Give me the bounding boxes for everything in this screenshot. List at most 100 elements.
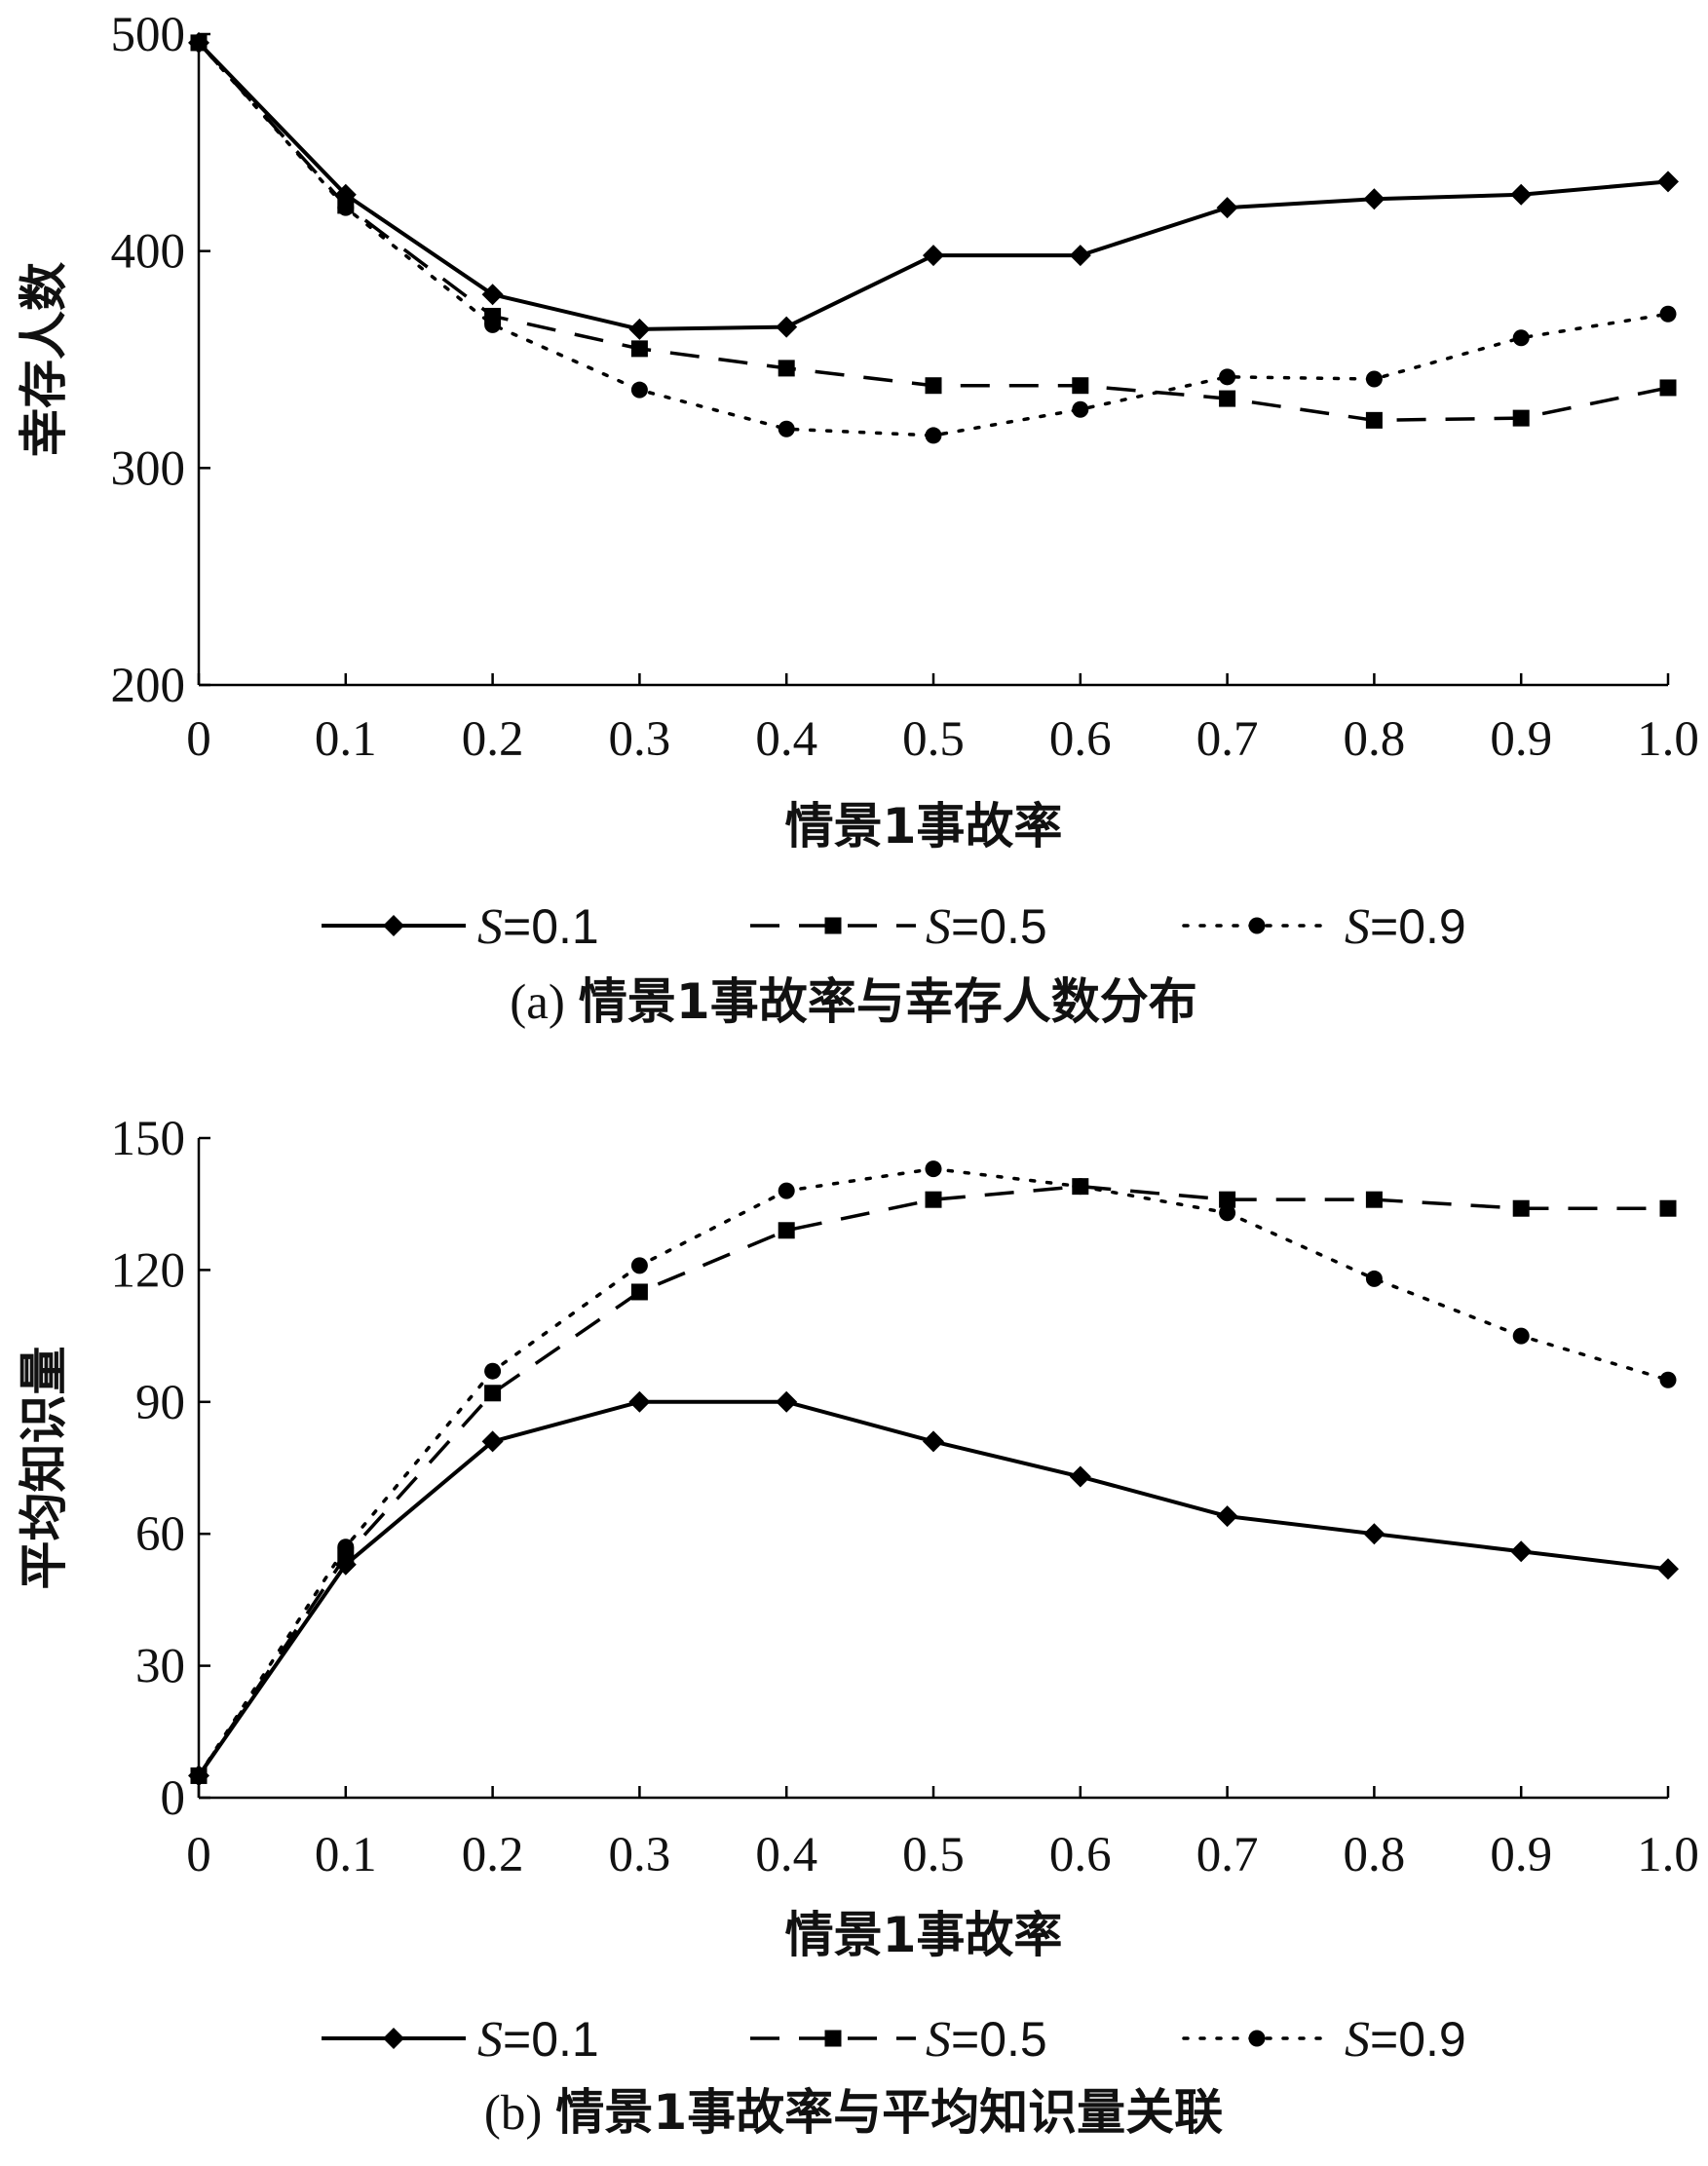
series-S=0.5 [190,1178,1677,1784]
legend-label-variable: S [477,2012,503,2068]
data-point [190,34,208,52]
legend-label: S=0.5 [926,2012,1047,2068]
legend-entry: S=0.9 [1182,899,1466,955]
data-point [484,1385,502,1402]
panel-a: 200 300 400 500 0 0.1 0.2 0.3 0.4 0.5 0.6 0.7 0.8 0.9… [16,8,1699,1030]
data-point [630,1283,648,1301]
data-point [628,318,651,340]
figure-caption: (a) 情景1事故率与幸存人数分布 [510,973,1196,1030]
data-point [925,427,942,444]
x-axis-title: 情景1事故率 [785,798,1063,855]
y-tick-label: 30 [135,1640,185,1694]
x-tick-label: 0.4 [755,1828,817,1882]
series-line [197,41,1670,437]
data-point [1365,1191,1383,1208]
data-point [1512,409,1530,427]
data-point [1365,370,1383,388]
data-point [1216,197,1238,219]
data-point [1219,1191,1236,1208]
data-point [484,1362,502,1380]
legend-label-variable: S [1345,899,1370,955]
data-point [778,1182,795,1199]
x-tick-label: 0.8 [1344,712,1406,767]
x-tick-label: 0.9 [1490,1828,1552,1882]
data-point [337,199,355,216]
legend-swatch-marker [383,915,404,936]
legend-label-variable: S [1345,2012,1370,2068]
y-tick-label: 400 [111,225,186,280]
x-axis-title: 情景1事故率 [785,1907,1063,1963]
data-point [1659,305,1677,323]
data-point [1657,1558,1679,1580]
legend-label: S=0.1 [477,899,599,955]
series-S=0.5 [190,34,1677,429]
data-point [1659,1199,1677,1217]
x-tick-label: 0.1 [315,712,377,767]
legend-entry: S=0.9 [1182,2012,1466,2068]
series-S=0.1 [188,31,1679,340]
legend-entry: S=0.1 [322,2012,599,2068]
data-point [776,1390,798,1413]
data-point [778,360,795,377]
legend-swatch-marker [824,2030,842,2047]
x-tick-label: 0 [186,712,211,767]
x-tick-label: 0.6 [1049,712,1112,767]
data-point [1069,1465,1091,1488]
series-S=0.9 [190,1160,1677,1784]
x-tick-label: 1.0 [1637,1828,1699,1882]
data-point [925,1160,942,1178]
data-point [776,316,798,338]
x-tick-label: 0.4 [755,712,817,767]
data-point [778,420,795,437]
data-point [1072,377,1089,395]
x-tick-label: 0.7 [1196,1828,1259,1882]
legend-label-variable: S [926,899,951,955]
legend-swatch-marker [383,2028,404,2049]
data-point [1510,1540,1533,1563]
legend-swatch-marker [1248,2030,1266,2047]
series-line [197,41,1669,423]
x-tick-label: 0.5 [902,712,965,767]
data-point [1365,411,1383,429]
data-point [1657,171,1679,193]
x-tick-label: 0.2 [462,1828,524,1882]
data-point [1512,329,1530,347]
series-line [197,1184,1668,1777]
data-point [925,1191,942,1208]
caption-text: 情景1事故率与平均知识量关联 [555,2084,1223,2141]
y-tick-label: 0 [161,1771,186,1826]
legend-label-value: =0.5 [951,2012,1047,2067]
data-point [190,1767,208,1784]
data-point [1659,1371,1677,1388]
legend-swatch-marker [1248,917,1266,934]
x-tick-label: 0.1 [315,1828,377,1882]
data-point [630,381,648,399]
legend-label-value: =0.9 [1370,2012,1466,2067]
data-point [923,245,944,267]
x-tick-label: 0.8 [1344,1828,1406,1882]
x-tick-label: 0.3 [609,712,671,767]
figure-caption: (b) 情景1事故率与平均知识量关联 [484,2084,1223,2141]
data-point [484,316,502,333]
data-point [923,1430,944,1453]
x-tick-label: 0.7 [1196,712,1259,767]
x-tick-label: 0.5 [902,1828,965,1882]
x-tick-label: 0.6 [1049,1828,1112,1882]
data-point [1659,379,1677,397]
y-tick-label: 150 [111,1112,186,1166]
series-line [197,41,1669,331]
data-point [1510,183,1533,206]
data-point [1365,1270,1383,1287]
data-point [1363,1523,1385,1545]
data-point [481,1430,504,1453]
legend-label-value: =0.9 [1370,899,1466,954]
y-tick-label: 200 [111,659,186,713]
legend-label-value: =0.1 [503,899,599,954]
panel-b: 0 30 60 90 120 150 0 0.1 0.2 0.3 0.4 0.5 0.6 0.7 0.8 0.… [16,1112,1699,2141]
legend-label: S=0.9 [1345,2012,1466,2068]
legend-entry: S=0.5 [750,899,1047,955]
data-point [1072,1178,1089,1196]
legend-label-value: =0.5 [951,899,1047,954]
data-point [481,284,504,306]
legend-entry: S=0.1 [322,899,599,955]
